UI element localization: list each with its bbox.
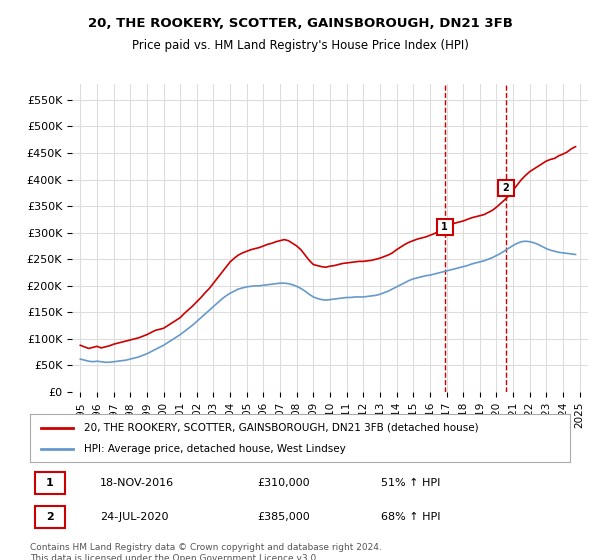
Text: HPI: Average price, detached house, West Lindsey: HPI: Average price, detached house, West… [84, 444, 346, 454]
Text: 20, THE ROOKERY, SCOTTER, GAINSBOROUGH, DN21 3FB (detached house): 20, THE ROOKERY, SCOTTER, GAINSBOROUGH, … [84, 423, 479, 433]
FancyBboxPatch shape [35, 472, 65, 494]
Text: 18-NOV-2016: 18-NOV-2016 [100, 478, 175, 488]
Text: 68% ↑ HPI: 68% ↑ HPI [381, 512, 440, 521]
Text: £310,000: £310,000 [257, 478, 310, 488]
Text: 24-JUL-2020: 24-JUL-2020 [100, 512, 169, 521]
Text: Contains HM Land Registry data © Crown copyright and database right 2024.
This d: Contains HM Land Registry data © Crown c… [30, 543, 382, 560]
Text: 1: 1 [46, 478, 54, 488]
Text: 2: 2 [502, 183, 509, 193]
Text: 2: 2 [46, 512, 54, 521]
FancyBboxPatch shape [35, 506, 65, 528]
Text: 20, THE ROOKERY, SCOTTER, GAINSBOROUGH, DN21 3FB: 20, THE ROOKERY, SCOTTER, GAINSBOROUGH, … [88, 17, 512, 30]
Text: 1: 1 [441, 222, 448, 232]
Text: 51% ↑ HPI: 51% ↑ HPI [381, 478, 440, 488]
Text: £385,000: £385,000 [257, 512, 310, 521]
Text: Price paid vs. HM Land Registry's House Price Index (HPI): Price paid vs. HM Land Registry's House … [131, 39, 469, 52]
